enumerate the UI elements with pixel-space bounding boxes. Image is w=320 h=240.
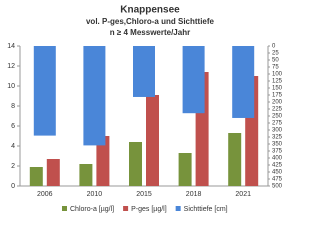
- y2-tick-label: 125: [272, 79, 283, 85]
- legend-swatch: [62, 206, 67, 211]
- bar: [133, 46, 155, 97]
- x-tick-label: 2015: [136, 191, 152, 198]
- y2-tick-label: 475: [272, 177, 283, 183]
- legend-label: Chloro-a [µg/l]: [70, 206, 114, 213]
- y2-tick-label: 425: [272, 163, 283, 169]
- bar: [129, 142, 142, 186]
- y2-tick-label: 200: [272, 100, 283, 106]
- y-tick-label: 12: [7, 63, 15, 70]
- y-tick-label: 4: [11, 143, 15, 150]
- legend-label: Sichttiefe [cm]: [184, 206, 228, 213]
- x-tick-label: 2018: [186, 191, 202, 198]
- y2-tick-label: 500: [272, 184, 283, 190]
- y2-tick-label: 175: [272, 93, 283, 99]
- chart-subtitle: vol. P-ges,Chloro-a und Sichttiefe: [86, 17, 215, 26]
- y2-tick-label: 300: [272, 128, 283, 134]
- chart-subtitle: n ≥ 4 Messwerte/Jahr: [110, 28, 190, 37]
- y2-tick-label: 25: [272, 51, 279, 57]
- chart: Knappensee vol. P-ges,Chloro-a und Sicht…: [7, 5, 283, 213]
- y-tick-label: 14: [7, 43, 15, 50]
- y2-tick-label: 250: [272, 114, 283, 120]
- bar: [182, 46, 205, 114]
- legend-swatch: [175, 206, 181, 211]
- chart-title: Knappensee: [120, 5, 180, 16]
- x-tick-label: 2010: [87, 191, 103, 198]
- y-tick-label: 0: [11, 183, 15, 190]
- bar: [29, 167, 43, 186]
- y2-tick-label: 225: [272, 107, 283, 113]
- y2-tick-label: 150: [272, 86, 283, 92]
- y2-tick-label: 275: [272, 121, 283, 127]
- y-tick-label: 10: [7, 83, 15, 90]
- bar: [96, 136, 110, 186]
- bar: [33, 46, 56, 136]
- y-tick-label: 6: [11, 123, 15, 130]
- legend-swatch: [123, 206, 129, 211]
- x-tick-label: 2006: [37, 191, 53, 198]
- y2-tick-label: 450: [272, 170, 283, 176]
- y2-tick-label: 400: [272, 156, 283, 162]
- legend-label: P-ges [µg/l]: [131, 206, 167, 213]
- bar: [83, 46, 106, 146]
- bar: [232, 46, 255, 118]
- bar: [228, 133, 242, 186]
- bar: [146, 95, 159, 186]
- y2-tick-label: 75: [272, 65, 279, 71]
- y-tick-label: 8: [11, 103, 15, 110]
- x-tick-label: 2021: [235, 191, 251, 198]
- bar: [46, 159, 60, 186]
- y2-tick-label: 0: [272, 44, 276, 50]
- y2-tick-label: 325: [272, 135, 283, 141]
- bar: [79, 164, 93, 186]
- y-tick-label: 2: [11, 163, 15, 170]
- y2-tick-label: 350: [272, 142, 283, 148]
- y2-tick-label: 375: [272, 149, 283, 155]
- y2-tick-label: 100: [272, 72, 283, 78]
- y2-tick-label: 50: [272, 58, 279, 64]
- bar: [178, 153, 192, 186]
